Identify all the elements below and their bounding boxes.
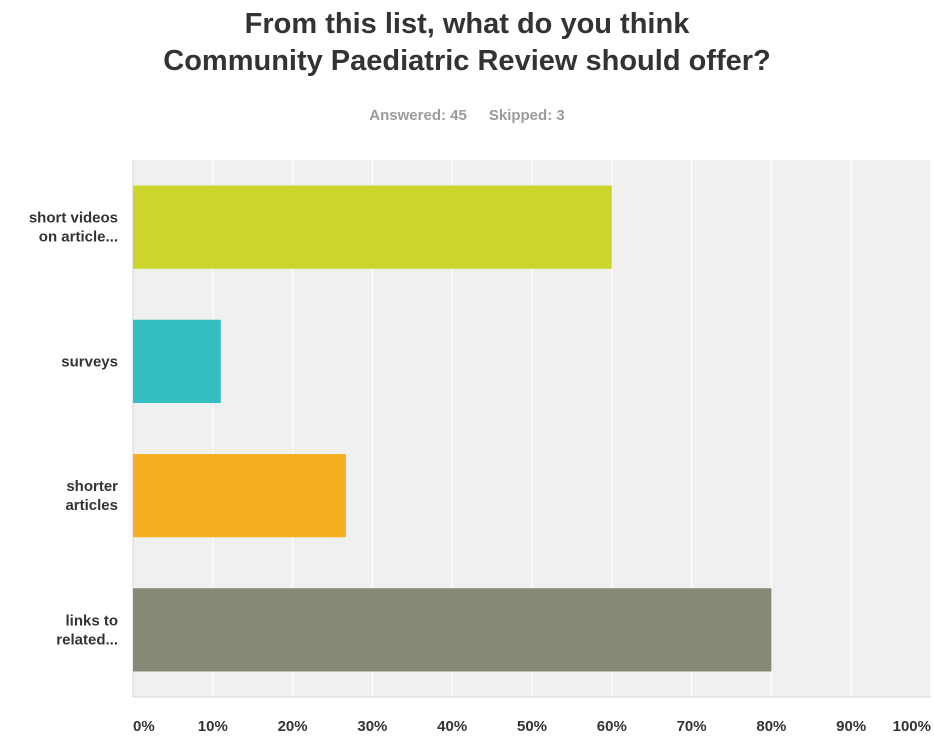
category-label: on article... [39, 229, 118, 246]
x-tick-label: 20% [278, 718, 308, 735]
x-tick-label: 0% [133, 718, 155, 735]
x-tick-label: 70% [677, 718, 707, 735]
bar [133, 319, 221, 403]
category-label: articles [65, 497, 118, 514]
bar [133, 185, 612, 269]
chart-title: From this list, what do you think Commun… [0, 6, 934, 80]
x-tick-label: 40% [437, 718, 467, 735]
x-tick-label: 50% [517, 718, 547, 735]
chart-title-line-1: From this list, what do you think [244, 8, 690, 40]
x-tick-label: 30% [357, 718, 387, 735]
category-label: links to [65, 612, 118, 629]
response-stats: Answered: 45 Skipped: 3 [0, 107, 934, 124]
x-tick-label: 10% [198, 718, 228, 735]
bar [133, 454, 346, 538]
category-label: surveys [61, 353, 118, 370]
chart-title-line-2: Community Paediatric Review should offer… [163, 45, 771, 77]
category-label: shorter [66, 478, 118, 495]
category-label: related... [56, 631, 118, 648]
x-tick-label: 60% [597, 718, 627, 735]
x-tick-label: 90% [836, 718, 866, 735]
x-tick-label: 100% [893, 718, 931, 735]
x-tick-label: 80% [756, 718, 786, 735]
skipped-count: Skipped: 3 [488, 107, 565, 124]
bar [133, 588, 772, 672]
answered-count: Answered: 45 [369, 107, 467, 124]
category-label: short videos [29, 210, 118, 227]
